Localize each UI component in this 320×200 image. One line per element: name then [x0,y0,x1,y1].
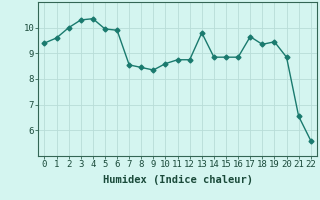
X-axis label: Humidex (Indice chaleur): Humidex (Indice chaleur) [103,175,252,185]
